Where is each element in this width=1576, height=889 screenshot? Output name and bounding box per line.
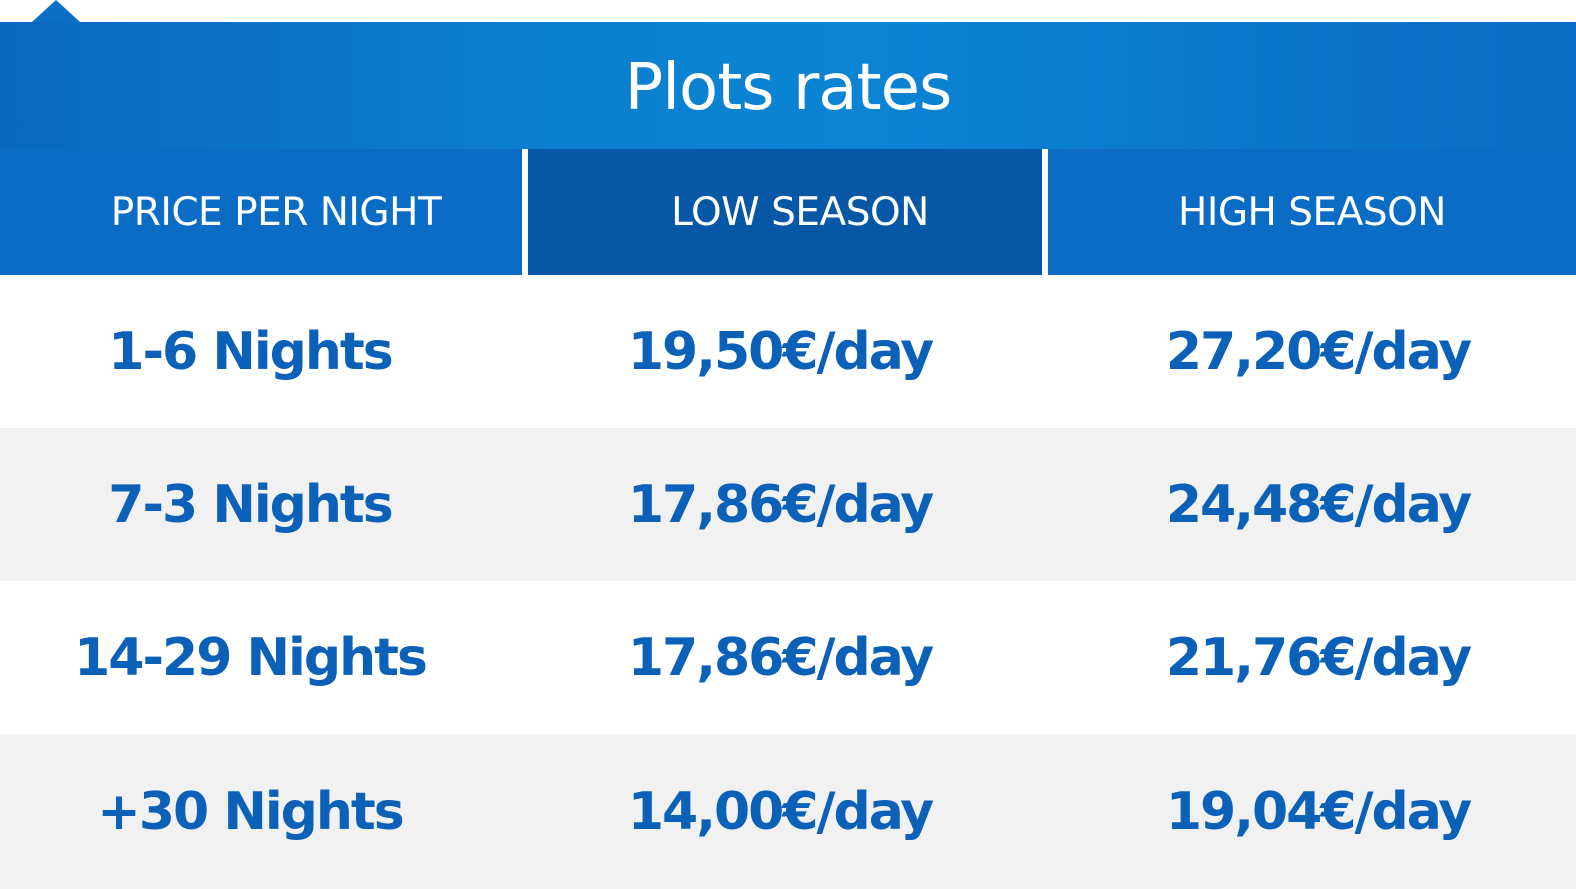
high-season-price: 27,20€/day bbox=[1165, 321, 1472, 382]
nights-range: +30 Nights bbox=[97, 781, 404, 842]
high-season-price: 21,76€/day bbox=[1165, 627, 1472, 688]
table-row: 14-29 Nights 17,86€/day 21,76€/day bbox=[0, 581, 1576, 734]
low-season-price: 17,86€/day bbox=[627, 474, 934, 535]
low-season-price: 14,00€/day bbox=[627, 781, 934, 842]
table-row: +30 Nights 14,00€/day 19,04€/day bbox=[0, 734, 1576, 889]
low-season-price: 17,86€/day bbox=[627, 627, 934, 688]
low-season-price: 19,50€/day bbox=[627, 321, 934, 382]
table-row: 1-6 Nights 19,50€/day 27,20€/day bbox=[0, 275, 1576, 428]
page-title: Plots rates bbox=[624, 50, 953, 125]
tab-pointer-arrow bbox=[32, 0, 80, 22]
header-price-per-night: PRICE PER NIGHT bbox=[0, 149, 522, 275]
table-header-row: PRICE PER NIGHT LOW SEASON HIGH SEASON bbox=[0, 149, 1576, 275]
header-low-season: LOW SEASON bbox=[528, 149, 1042, 275]
nights-range: 1-6 Nights bbox=[108, 321, 393, 382]
table-body: 1-6 Nights 19,50€/day 27,20€/day 7-3 Nig… bbox=[0, 275, 1576, 889]
high-season-price: 19,04€/day bbox=[1165, 781, 1472, 842]
header-label: HIGH SEASON bbox=[1178, 189, 1446, 235]
nights-range: 14-29 Nights bbox=[74, 627, 428, 688]
header-divider bbox=[1042, 149, 1048, 275]
header-high-season: HIGH SEASON bbox=[1048, 149, 1576, 275]
header-label: LOW SEASON bbox=[671, 189, 929, 235]
header-divider bbox=[522, 149, 528, 275]
nights-range: 7-3 Nights bbox=[108, 474, 393, 535]
table-row: 7-3 Nights 17,86€/day 24,48€/day bbox=[0, 428, 1576, 581]
high-season-price: 24,48€/day bbox=[1165, 474, 1472, 535]
header-label: PRICE PER NIGHT bbox=[110, 189, 442, 235]
title-bar: Plots rates bbox=[0, 22, 1576, 149]
